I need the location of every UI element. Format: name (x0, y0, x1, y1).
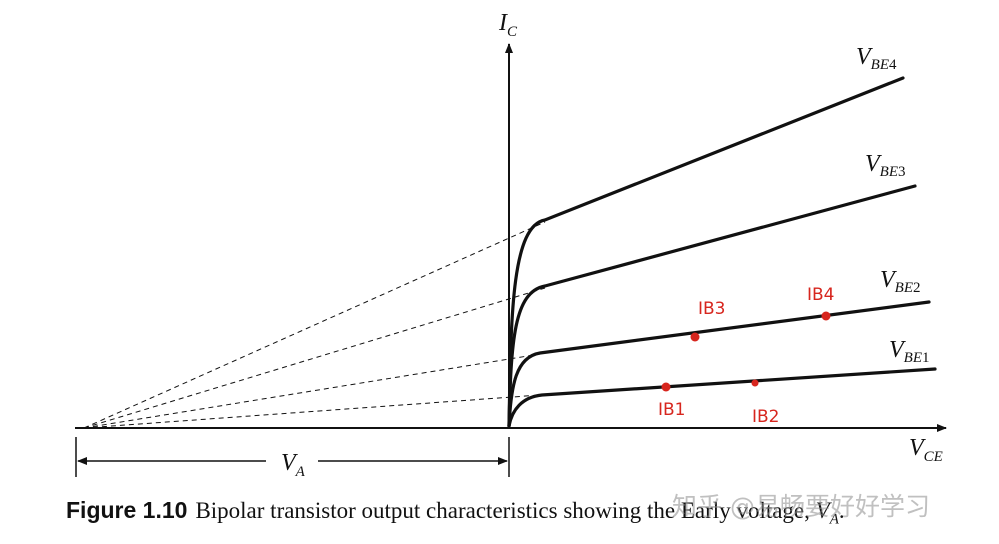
point-ib3 (690, 332, 700, 342)
curve-vbe2 (507, 300, 931, 428)
va-label: VA (281, 450, 306, 480)
point-label-ib1: IB1 (658, 400, 686, 420)
curve-label-vbe3: VBE3 (865, 151, 906, 180)
extrapolation-line-4 (83, 221, 546, 429)
extrapolation-line-3 (83, 287, 546, 429)
point-ib4 (821, 311, 831, 321)
early-voltage-extrapolation-lines (83, 221, 546, 429)
caption-va: V (815, 498, 830, 523)
curve-label-vbe2: VBE2 (880, 267, 921, 296)
caption-va-sub: A (829, 511, 839, 528)
watermark: 知乎 @易畅要好好学习 (672, 492, 930, 521)
curve-label-vbe4: VBE4 (856, 44, 897, 73)
curve-vbe4 (507, 76, 905, 428)
point-label-ib2: IB2 (752, 407, 780, 427)
extrapolation-line-2 (83, 353, 541, 429)
point-ib2 (751, 379, 759, 387)
curve-vbe1 (507, 367, 937, 428)
point-label-ib3: IB3 (698, 299, 726, 319)
point-ib1 (661, 382, 671, 392)
curve-label-vbe1: VBE1 (889, 337, 930, 366)
caption-end: . (838, 498, 845, 523)
y-axis-label: IC (498, 10, 518, 40)
point-label-ib4: IB4 (807, 285, 835, 305)
x-axis-label: VCE (909, 435, 943, 465)
ib-points (661, 311, 831, 392)
figure-number: Figure 1.10 (66, 497, 188, 523)
extrapolation-line-1 (83, 394, 541, 429)
figure-caption: Figure 1.10 Bipolar transistor output cha… (66, 497, 845, 529)
caption-text: Bipolar transistor output characteristic… (195, 498, 810, 523)
